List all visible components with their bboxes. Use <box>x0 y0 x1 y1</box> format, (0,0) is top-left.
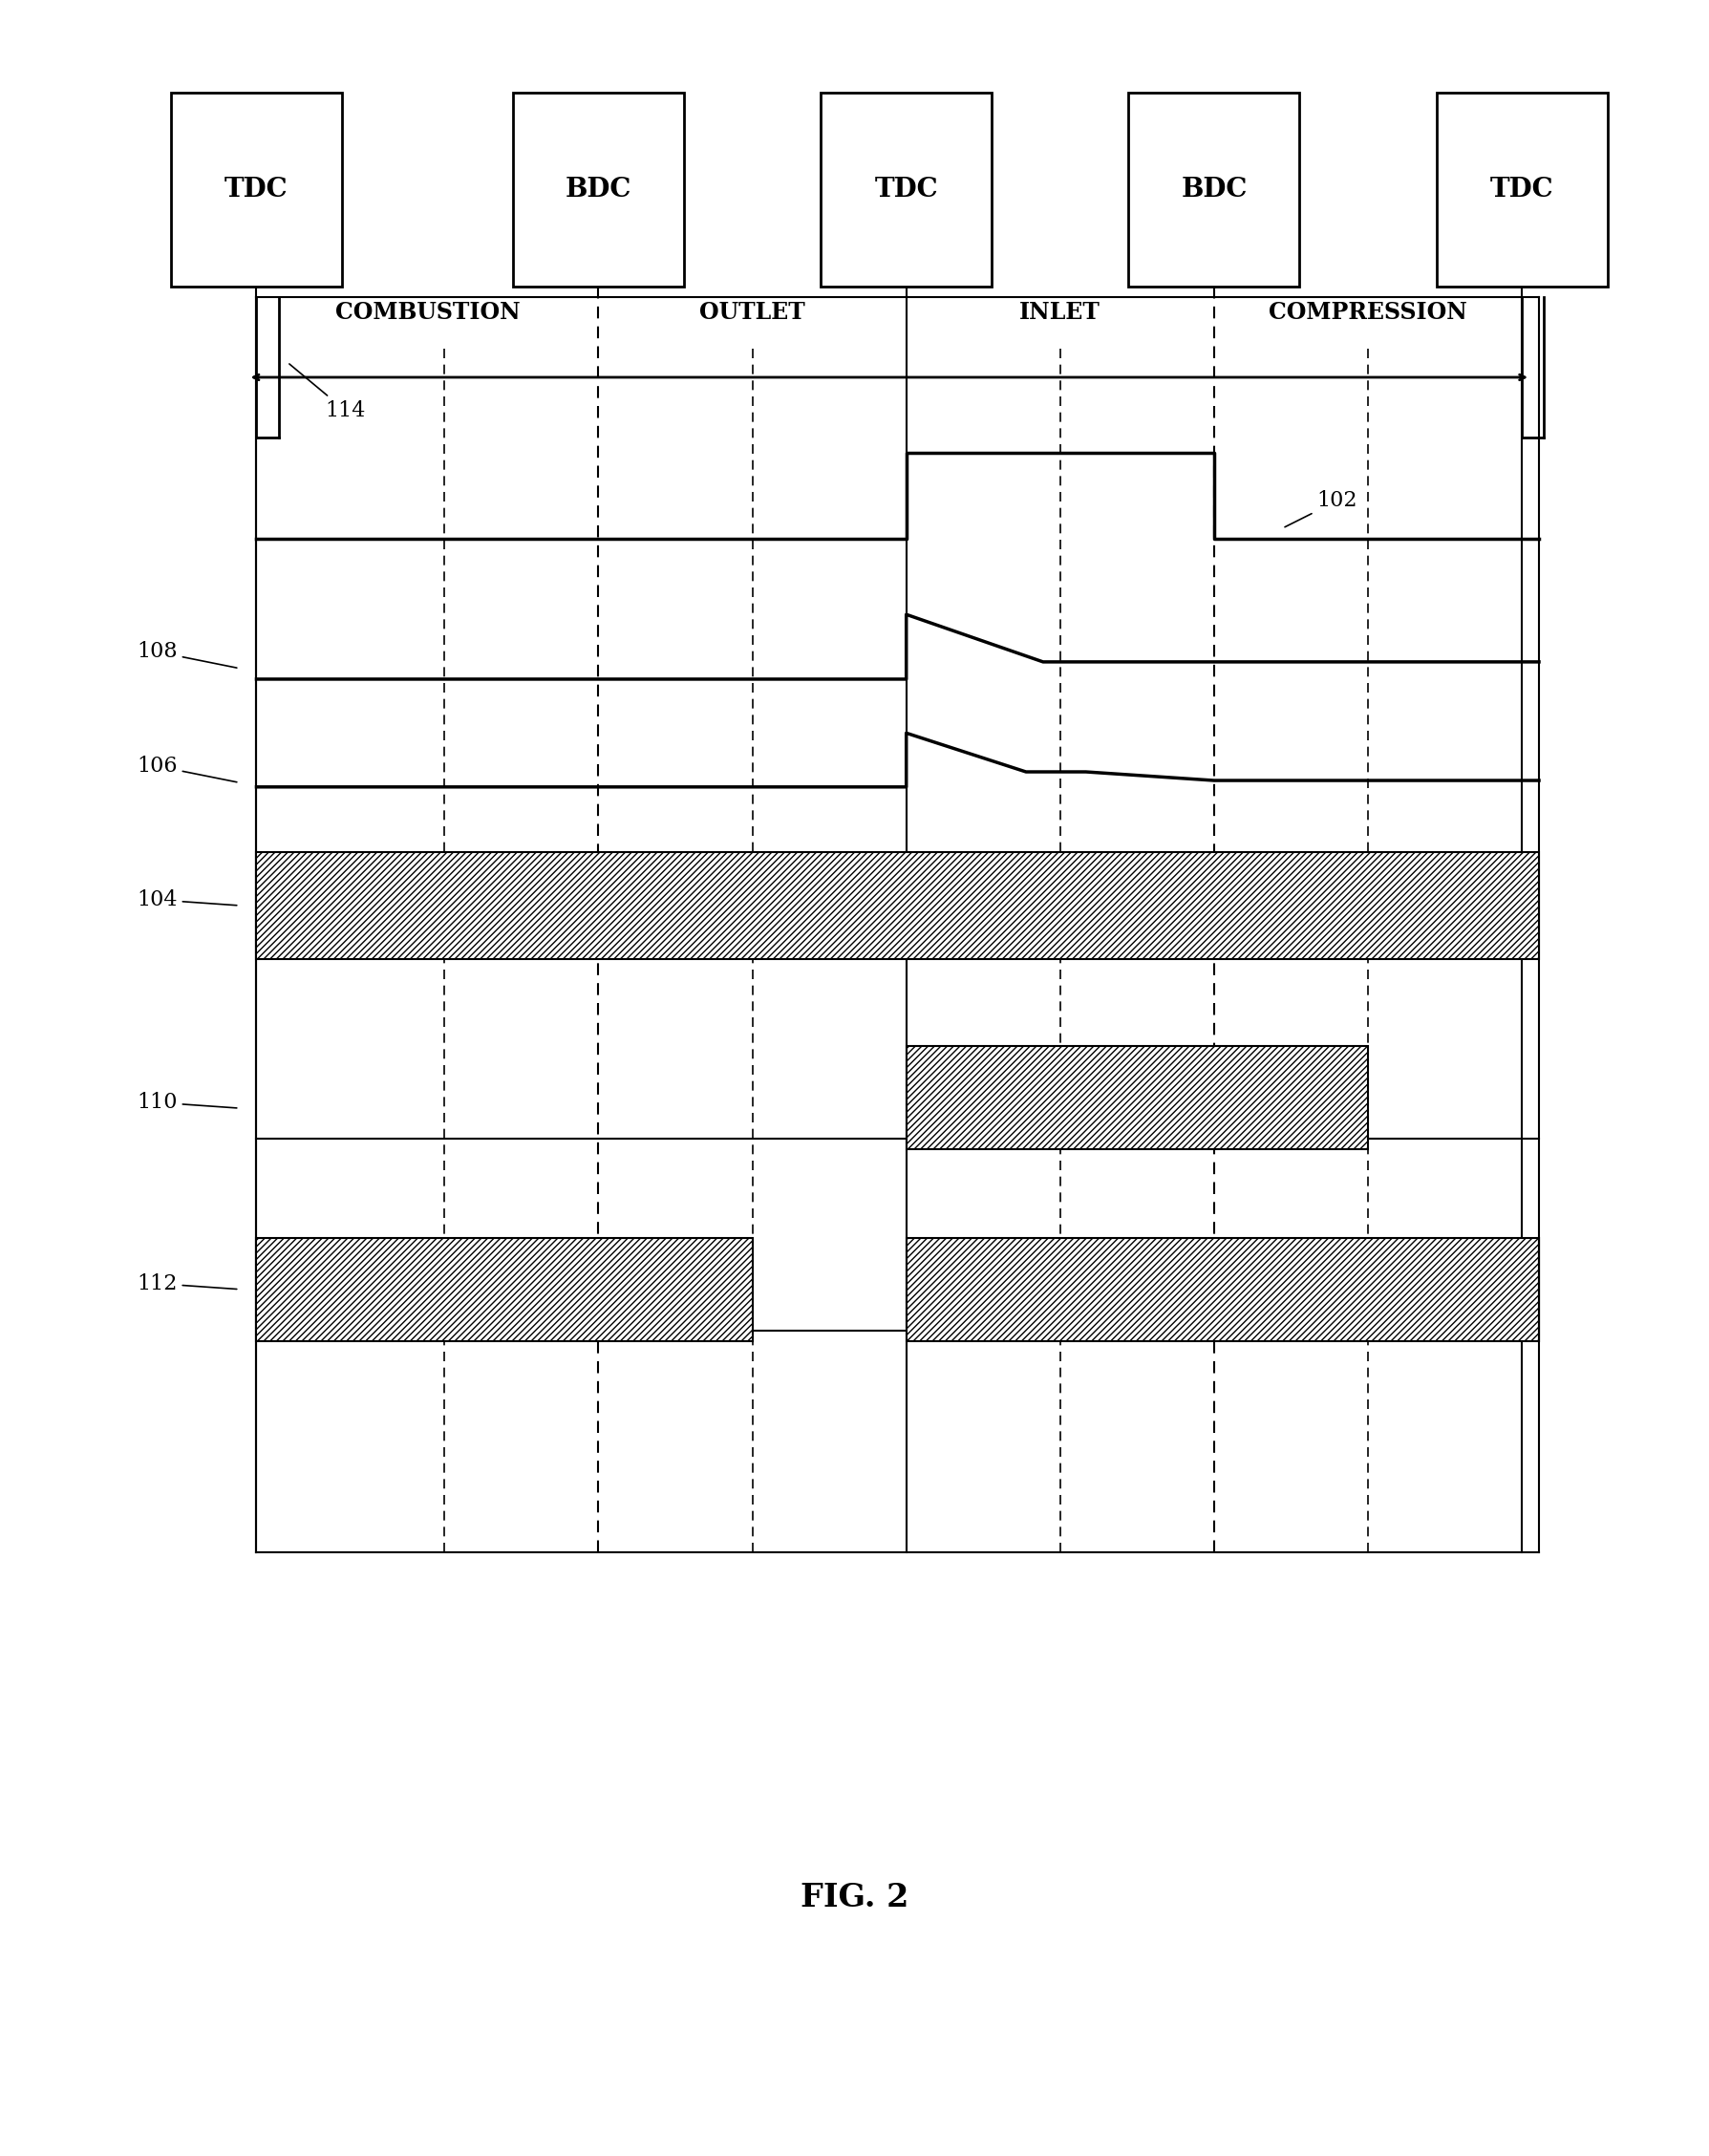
FancyBboxPatch shape <box>171 93 342 287</box>
Text: OUTLET: OUTLET <box>699 302 805 323</box>
Text: FIG. 2: FIG. 2 <box>800 1882 909 1912</box>
FancyBboxPatch shape <box>820 93 991 287</box>
Text: 110: 110 <box>137 1091 236 1112</box>
Text: 114: 114 <box>289 364 366 420</box>
Bar <box>906 1046 1367 1149</box>
Text: BDC: BDC <box>1181 177 1246 203</box>
Bar <box>256 852 1538 959</box>
Text: 106: 106 <box>137 755 236 783</box>
Text: COMBUSTION: COMBUSTION <box>335 302 520 323</box>
Text: 112: 112 <box>137 1272 236 1294</box>
FancyBboxPatch shape <box>1128 93 1299 287</box>
Bar <box>256 1238 752 1341</box>
Text: 104: 104 <box>137 888 236 910</box>
Text: COMPRESSION: COMPRESSION <box>1268 302 1466 323</box>
Text: TDC: TDC <box>873 177 938 203</box>
Bar <box>906 1238 1538 1341</box>
FancyBboxPatch shape <box>513 93 684 287</box>
Text: 108: 108 <box>137 640 236 668</box>
Text: INLET: INLET <box>1019 302 1101 323</box>
Text: 102: 102 <box>1283 489 1357 526</box>
Text: BDC: BDC <box>566 177 631 203</box>
Text: TDC: TDC <box>224 177 289 203</box>
Text: TDC: TDC <box>1489 177 1553 203</box>
FancyBboxPatch shape <box>1436 93 1606 287</box>
